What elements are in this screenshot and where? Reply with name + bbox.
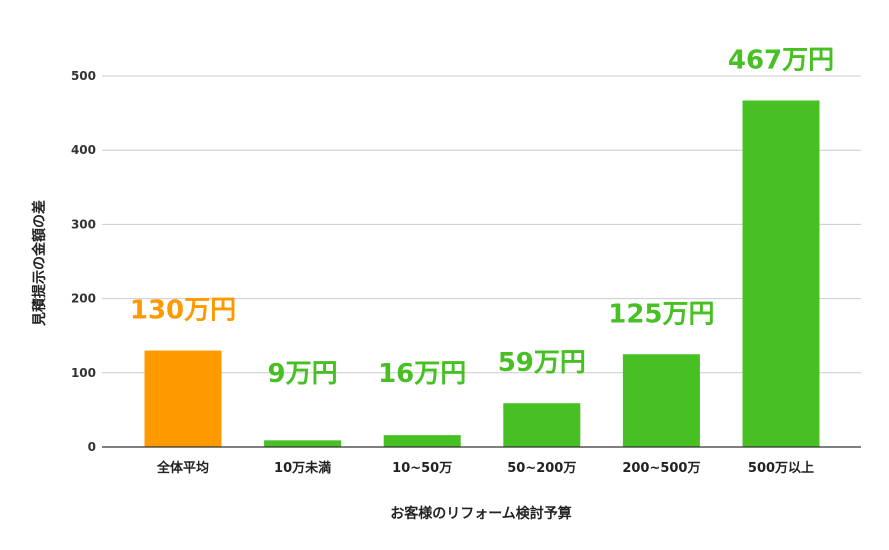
data-label-6: 467万円 [728,45,834,75]
y-tick-label: 200 [71,292,96,306]
bar-5 [622,354,700,447]
x-tick-label-4: 50~200万 [507,461,576,476]
x-tick-label-1: 全体平均 [156,460,209,476]
x-tick-label-2: 10万未満 [274,460,331,476]
y-tick-label: 500 [71,69,96,83]
x-tick-label-5: 200~500万 [622,461,700,476]
data-label-1: 130万円 [130,296,236,326]
data-label-4: 59万円 [498,348,586,378]
data-label-3: 16万円 [378,359,466,389]
y-tick-label: 400 [71,143,96,157]
y-axis-title: 見積提示の金額の差 [31,200,48,327]
bar-6 [742,100,820,448]
data-label-5: 125万円 [608,299,714,329]
y-tick-label: 300 [71,217,96,231]
bar-2 [264,440,342,447]
x-tick-label-3: 10~50万 [392,461,452,476]
x-axis-ticks: 全体平均 10万未満 10~50万 50~200万 200~500万 500万以上 [156,460,814,476]
bar-3 [383,435,461,447]
bars [144,100,820,448]
gridlines [102,75,861,374]
bar-1 [144,350,222,447]
data-labels: 130万円 9万円 16万円 59万円 125万円 467万円 [130,45,834,389]
bar-4 [503,403,581,447]
x-axis-title: お客様のリフォーム検討予算 [390,505,572,522]
data-label-2: 9万円 [268,359,338,389]
y-tick-label: 0 [88,440,96,454]
y-tick-label: 100 [71,366,96,380]
x-tick-label-6: 500万以上 [748,461,814,476]
y-axis-ticks: 0 100 200 300 400 500 [71,69,96,454]
